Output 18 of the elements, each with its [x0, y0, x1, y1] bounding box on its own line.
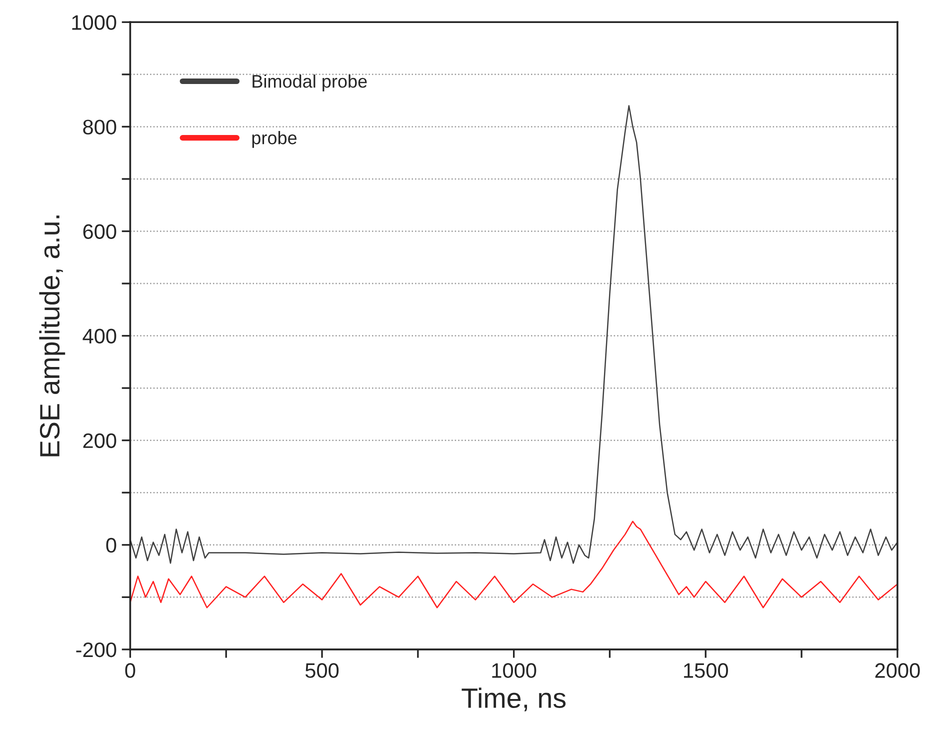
y-tick-label: 600: [83, 224, 116, 239]
y-tick-label: 1000: [72, 15, 116, 30]
y-tick-label: 800: [83, 120, 116, 134]
x-tick-label: 1000: [492, 663, 536, 678]
line-series: [130, 520, 898, 608]
y-tick-label: 200: [83, 433, 116, 448]
x-tick-label: 0: [125, 663, 136, 678]
x-axis-title: Time, ns: [462, 688, 566, 712]
y-axis-title: ESE amplitude, a.u.: [39, 216, 66, 456]
legend-label: probe: [252, 131, 297, 148]
y-tick-label: 400: [82, 328, 116, 344]
y-tick-label: -200: [76, 642, 116, 658]
line-series: [130, 105, 898, 564]
x-tick-label: 500: [305, 663, 339, 678]
x-tick-label: 1500: [684, 663, 728, 678]
y-tick-label: 0: [106, 538, 116, 553]
legend-label: Bimodal probe: [252, 74, 367, 92]
x-tick-label: 2000: [875, 663, 920, 678]
